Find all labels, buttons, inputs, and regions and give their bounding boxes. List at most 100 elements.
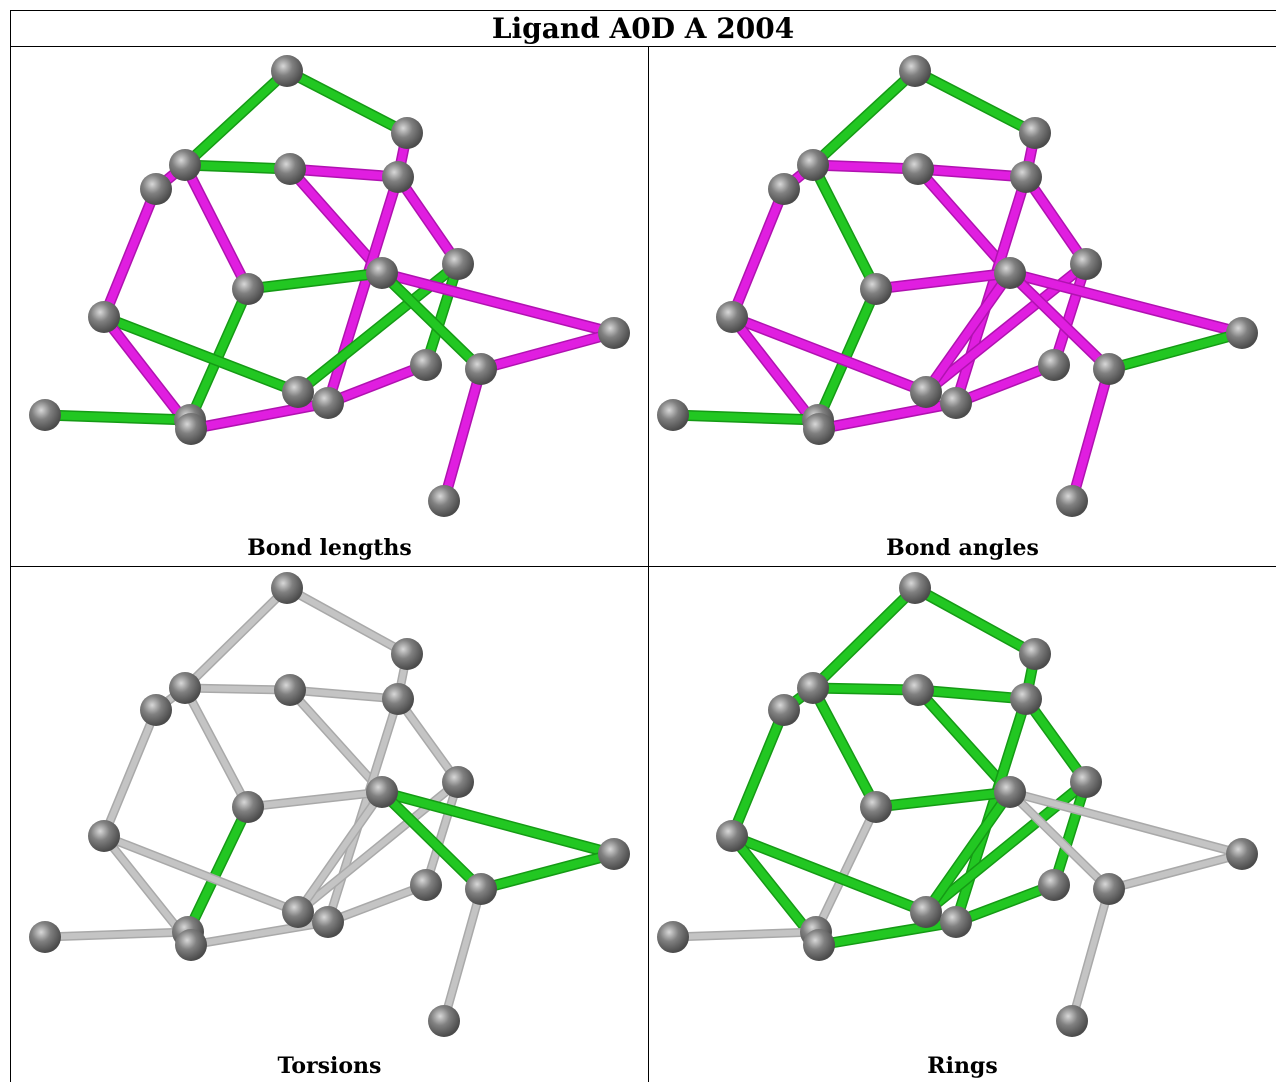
- bond: [914, 686, 1030, 703]
- molecule-diagram: [657, 572, 1258, 1037]
- bond: [952, 881, 1058, 926]
- bond: [914, 165, 1030, 181]
- bond: [813, 804, 879, 935]
- atom: [442, 766, 474, 798]
- bond: [952, 361, 1058, 407]
- atom: [312, 906, 344, 938]
- bond: [1007, 789, 1112, 892]
- bond: [244, 269, 386, 293]
- bond: [670, 929, 819, 940]
- atom: [428, 1005, 460, 1037]
- atom: [465, 873, 497, 905]
- atom: [657, 399, 689, 431]
- atom: [716, 301, 748, 333]
- bond: [872, 269, 1014, 293]
- atom: [175, 929, 207, 961]
- atom: [1070, 766, 1102, 798]
- bond: [1105, 329, 1246, 373]
- bond: [287, 687, 385, 795]
- panel-caption: Bond angles: [886, 535, 1039, 561]
- panel-bond-lengths: Bond lengths: [11, 47, 648, 566]
- bond: [182, 685, 293, 693]
- atom: [1226, 838, 1258, 870]
- bond: [911, 584, 1039, 658]
- atom: [140, 694, 172, 726]
- bond: [395, 696, 461, 785]
- bond: [101, 707, 159, 839]
- bond: [186, 285, 252, 424]
- atom: [1056, 1005, 1088, 1037]
- atom: [175, 413, 207, 445]
- atom: [797, 149, 829, 181]
- molecule-diagram: [29, 55, 630, 517]
- bond: [42, 929, 191, 940]
- bond: [914, 686, 1014, 796]
- bond: [440, 365, 485, 505]
- atom: [768, 173, 800, 205]
- panel-caption: Bond lengths: [247, 535, 412, 561]
- atom: [899, 572, 931, 604]
- atom: [232, 273, 264, 305]
- atom: [1038, 869, 1070, 901]
- atom: [282, 376, 314, 408]
- atom: [428, 485, 460, 517]
- bond: [914, 165, 1014, 277]
- atom: [910, 376, 942, 408]
- bond: [181, 161, 252, 293]
- atom: [282, 896, 314, 928]
- bond: [911, 67, 1039, 137]
- panel-rings: Rings: [649, 567, 1276, 1082]
- atom: [598, 838, 630, 870]
- panel-torsions: Torsions: [11, 567, 648, 1082]
- bond: [477, 329, 618, 373]
- atom: [1056, 485, 1088, 517]
- bond: [1022, 173, 1090, 268]
- bond: [809, 684, 922, 694]
- atom: [366, 257, 398, 289]
- atom: [768, 694, 800, 726]
- bond: [378, 788, 618, 858]
- atom: [1226, 317, 1258, 349]
- bond: [814, 285, 880, 424]
- atom: [274, 674, 306, 706]
- atom: [88, 301, 120, 333]
- atom: [271, 55, 303, 87]
- atom: [442, 248, 474, 280]
- bond: [1068, 365, 1113, 505]
- bond: [324, 173, 402, 407]
- bond: [181, 67, 291, 169]
- atom: [902, 674, 934, 706]
- bond: [101, 833, 301, 915]
- bond: [1106, 851, 1245, 892]
- outer-border-left: [10, 10, 11, 1082]
- atom: [366, 776, 398, 808]
- bond: [325, 696, 401, 925]
- molecule-diagram: [657, 55, 1258, 517]
- bond: [286, 165, 402, 181]
- atom: [232, 791, 264, 823]
- bond: [952, 173, 1030, 407]
- atom: [1038, 349, 1070, 381]
- atom: [29, 921, 61, 953]
- bond: [295, 789, 385, 915]
- atom: [657, 921, 689, 953]
- bond: [324, 361, 430, 407]
- bond: [422, 260, 462, 369]
- bond: [1050, 260, 1090, 369]
- bond: [181, 161, 294, 173]
- atom: [860, 273, 892, 305]
- bond: [728, 313, 930, 396]
- bond: [809, 67, 919, 169]
- bond: [809, 584, 919, 692]
- atom: [271, 572, 303, 604]
- bond: [283, 67, 411, 137]
- atom: [716, 820, 748, 852]
- atom: [803, 929, 835, 961]
- molecule-diagram: [29, 572, 630, 1037]
- bond: [809, 684, 880, 811]
- bond: [188, 919, 331, 948]
- bond: [378, 269, 485, 373]
- bond: [100, 185, 160, 321]
- atom: [994, 776, 1026, 808]
- atom: [391, 638, 423, 670]
